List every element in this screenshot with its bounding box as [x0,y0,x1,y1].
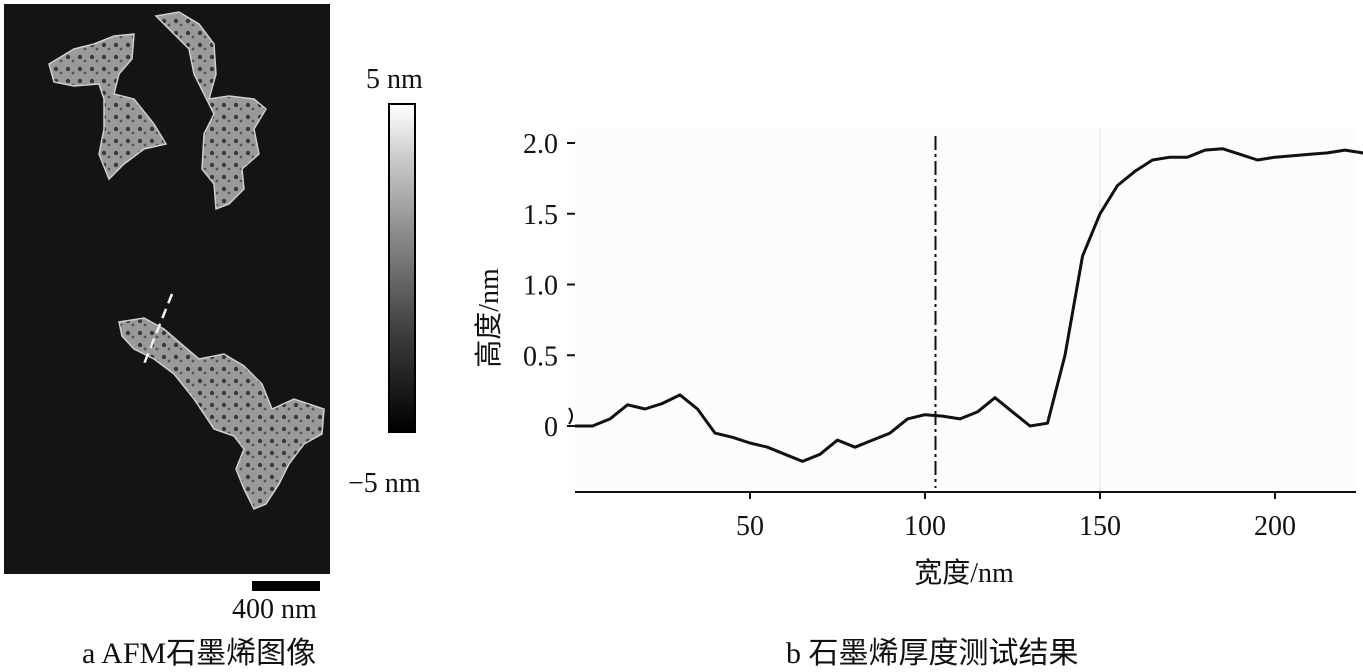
x-tick-label: 50 [736,511,764,542]
y-tick-label: 1.0 [523,271,558,302]
x-axis-ticks: 50100150200250300350400 [736,492,1363,542]
x-tick-label: 150 [1079,511,1121,542]
y-tick-label: 0.5 [523,341,558,372]
y-axis-label: 高度/nm [473,268,505,368]
x-tick-label: 200 [1254,511,1296,542]
y-axis-ticks: 0 0.5 1.0 1.5 2.0 [523,129,575,443]
y-tick-label: 2.0 [523,129,558,160]
x-axis-label: 宽度/nm [914,557,1014,589]
plot-background [575,128,1355,492]
y-tick-label: 1.5 [523,200,558,231]
y-tick-label: 0 [544,412,558,443]
axis-break-icon [569,408,572,424]
x-tick-label: 100 [904,511,946,542]
caption-b: b 石墨烯厚度测试结果 [786,628,1079,672]
